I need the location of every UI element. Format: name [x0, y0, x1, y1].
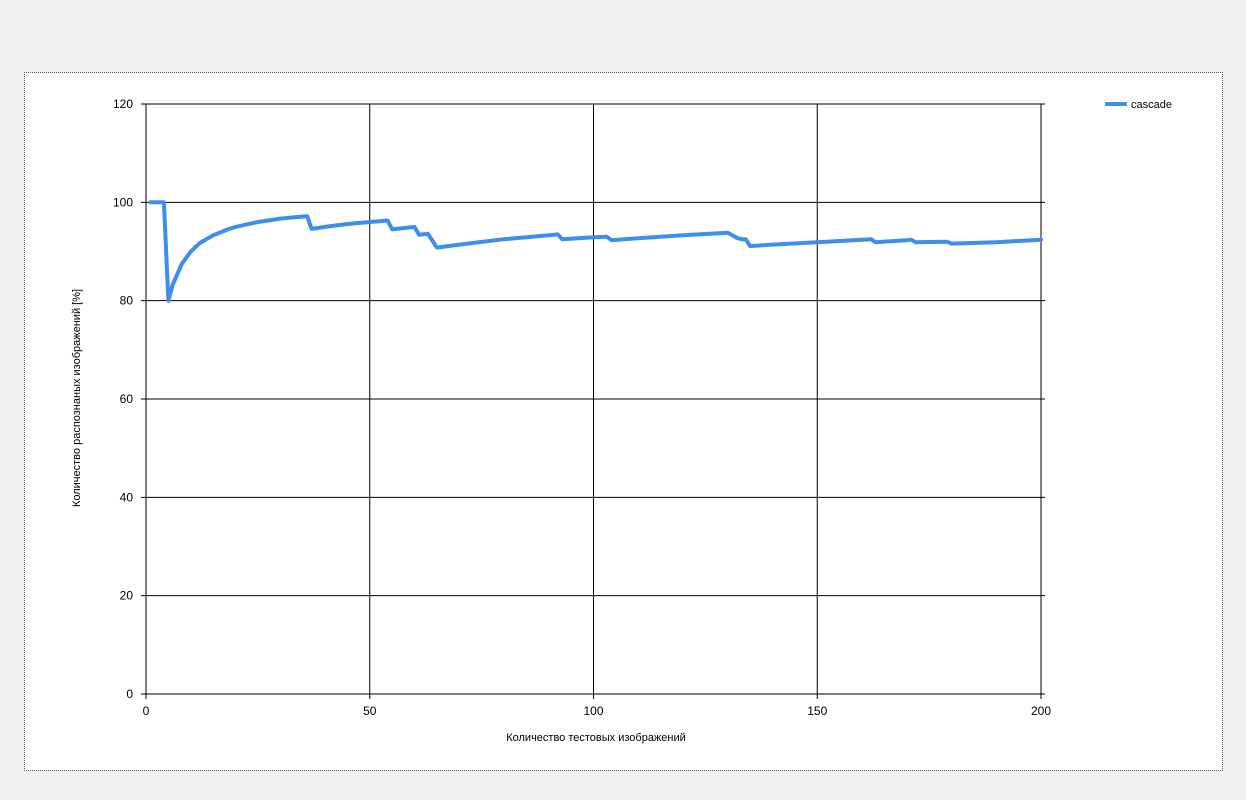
- x-tick-label-100: 100: [583, 704, 603, 718]
- legend-label-cascade: cascade: [1131, 99, 1172, 111]
- y-tick-label-0: 0: [126, 687, 133, 701]
- line-chart: 0 20 40 60 80 100 120 0 50 100 150 200 Количество т…: [71, 97, 1172, 744]
- x-tick-label-150: 150: [807, 704, 827, 718]
- y-tick-label-20: 20: [120, 589, 134, 603]
- y-tick-label-40: 40: [120, 490, 134, 504]
- chart-panel: 0 20 40 60 80 100 120 0 50 100 150 200 Количество т…: [24, 72, 1223, 771]
- x-axis-title: Количество тестовых изображений: [506, 732, 686, 744]
- tick-labels: 0 20 40 60 80 100 120 0 50 100 150 200: [113, 97, 1051, 718]
- y-axis-title: Количество распознаных изображений [%]: [71, 289, 83, 507]
- y-tick-label-80: 80: [120, 294, 134, 308]
- legend: cascade: [1105, 99, 1172, 111]
- grid: [141, 103, 1045, 699]
- y-tick-label-100: 100: [113, 195, 133, 209]
- series-line-cascade: [148, 200, 1043, 303]
- x-tick-label-200: 200: [1031, 704, 1051, 718]
- y-tick-label-120: 120: [113, 97, 133, 111]
- axes: [145, 104, 1041, 695]
- y-tick-label-60: 60: [120, 392, 134, 406]
- x-tick-label-0: 0: [143, 704, 150, 718]
- x-tick-label-50: 50: [363, 704, 377, 718]
- series-layer: [148, 200, 1043, 303]
